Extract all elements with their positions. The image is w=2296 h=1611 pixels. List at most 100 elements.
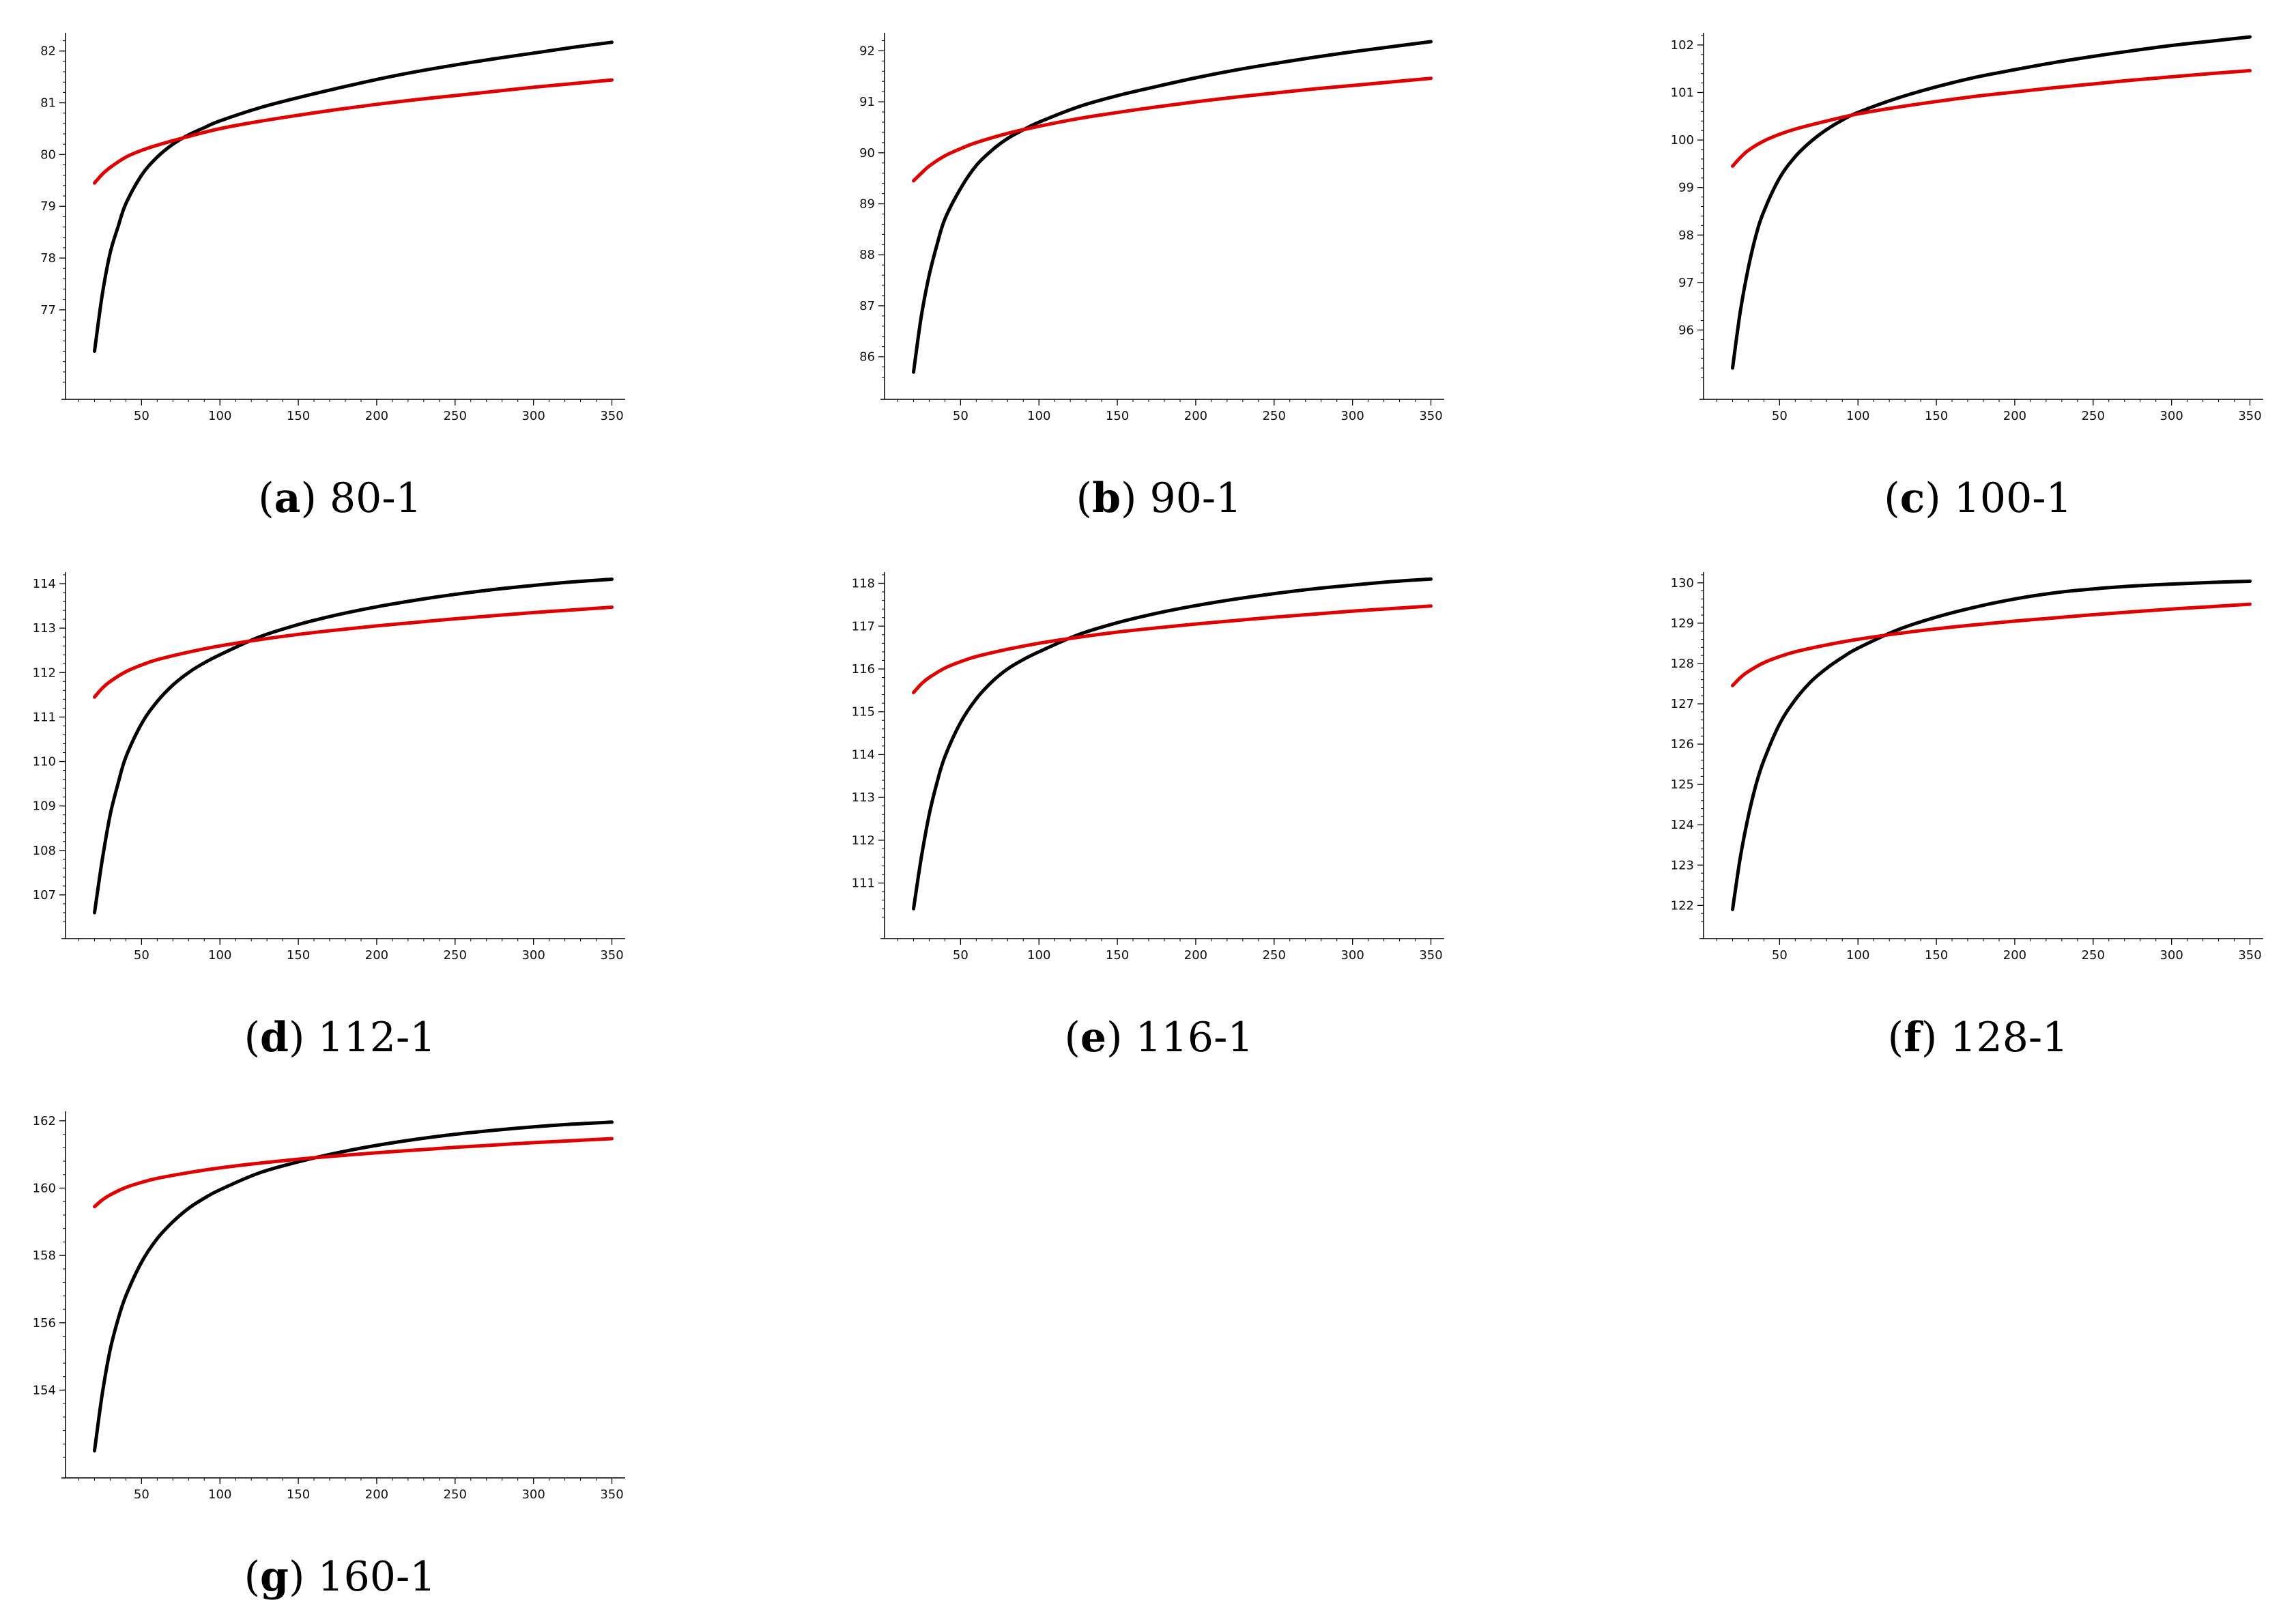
y-tick-label: 154 [33,1383,56,1397]
x-tick-label: 300 [521,1487,545,1502]
chart-panel-g: 50 100 150 200 250 300 350 154 156 158 160 162 (g) 1… [33,1106,647,1611]
y-tick-label: 112 [33,666,56,680]
y-tick-label: 100 [1671,133,1694,147]
y-tick-label: 102 [1671,38,1694,53]
subfigure-caption: (d) 112-1 [60,1014,620,1061]
y-tick-label: 118 [852,577,875,591]
chart-panel-e: 50 100 150 200 250 300 350 111 112 113 114 115 116 11… [852,567,1466,1072]
y-tick-label: 98 [1678,228,1694,242]
caption-letter: a [274,474,301,522]
caption-paren: ) [1106,1014,1136,1061]
x-tick-label: 250 [444,948,467,963]
subfigure-caption: (g) 160-1 [60,1553,620,1601]
chart-svg-b: 50 100 150 200 250 300 350 86 87 88 89 90 91 92 [859,33,1444,423]
y-tick-label: 99 [1678,181,1694,195]
x-tick-label: 100 [1027,948,1050,963]
x-tick-label: 100 [1027,409,1050,423]
y-tick-label: 123 [1671,858,1694,872]
y-tick-label: 162 [33,1114,56,1128]
x-tick-label: 250 [444,1487,467,1502]
y-tick-label: 90 [859,146,875,160]
series-line-black [93,578,614,915]
x-tick-label: 50 [134,948,149,963]
y-tick-label: 110 [33,755,56,769]
x-tick-label: 350 [600,1487,623,1502]
chart-svg-c: 50 100 150 200 250 300 350 96 97 98 99 100 101 102 [1671,33,2263,423]
x-tick-label: 50 [1772,409,1788,423]
x-tick-label: 150 [287,948,310,963]
caption-paren: ( [258,474,274,522]
subfigure-caption: (b) 90-1 [879,474,1439,522]
series-line-red [93,78,614,185]
x-tick-label: 150 [1106,948,1129,963]
series-line-red [912,76,1433,183]
y-tick-label: 81 [40,96,56,111]
x-tick-label: 300 [521,948,545,963]
y-tick-label: 128 [1671,657,1694,671]
y-tick-label: 101 [1671,86,1694,100]
x-tick-label: 250 [444,409,467,423]
y-tick-label: 113 [852,790,875,805]
caption-letter: d [260,1014,289,1061]
y-tick-label: 91 [859,95,875,109]
series-line-black [1731,580,2252,911]
caption-paren: ( [1884,474,1900,522]
x-tick-label: 150 [287,1487,310,1502]
caption-paren: ) [1121,474,1150,522]
y-tick-label: 89 [859,197,875,212]
x-tick-label: 100 [1846,409,1869,423]
y-tick-label: 122 [1671,898,1694,913]
y-tick-label: 88 [859,248,875,262]
x-tick-label: 100 [208,948,231,963]
subfigure-caption: (a) 80-1 [60,474,620,522]
x-tick-label: 150 [1925,409,1948,423]
x-tick-label: 300 [2159,409,2183,423]
x-tick-label: 200 [2003,409,2026,423]
y-tick-label: 116 [852,662,875,676]
caption-paren: ( [244,1553,260,1601]
x-tick-label: 50 [953,409,968,423]
caption-text: 128-1 [1950,1014,2069,1061]
x-tick-label: 350 [600,409,623,423]
x-tick-label: 50 [134,409,149,423]
y-tick-label: 158 [33,1249,56,1263]
x-tick-label: 350 [1419,409,1442,423]
y-tick-label: 125 [1671,778,1694,792]
y-tick-label: 109 [33,799,56,814]
y-tick-label: 113 [33,621,56,636]
subfigure-caption: (e) 116-1 [879,1014,1439,1061]
y-tick-label: 108 [33,844,56,858]
x-tick-label: 250 [1263,409,1286,423]
series-line-black [93,40,614,353]
x-tick-label: 250 [2082,948,2105,963]
y-tick-label: 156 [33,1316,56,1330]
x-tick-label: 50 [1772,948,1788,963]
x-tick-label: 200 [1184,409,1207,423]
chart-panel-d: 50 100 150 200 250 300 350 107 108 109 110 111 112 11… [33,567,647,1072]
y-tick-label: 82 [40,44,56,59]
chart-svg-a: 50 100 150 200 250 300 350 77 78 79 80 81 82 [40,33,625,423]
y-tick-label: 129 [1671,616,1694,631]
y-tick-label: 115 [852,705,875,719]
y-tick-label: 78 [40,251,56,266]
caption-text: 116-1 [1135,1014,1254,1061]
caption-paren: ( [244,1014,260,1061]
y-tick-label: 124 [1671,818,1694,832]
y-tick-label: 92 [859,44,875,58]
x-tick-label: 300 [521,409,545,423]
y-tick-label: 97 [1678,276,1694,290]
caption-paren: ) [288,1014,318,1061]
chart-svg-f: 50 100 150 200 250 300 350 122 123 124 125 126 127 12… [1671,572,2263,963]
caption-text: 160-1 [317,1553,436,1601]
x-tick-label: 100 [208,1487,231,1502]
x-tick-label: 350 [2238,409,2261,423]
series-line-black [93,1120,614,1453]
y-tick-label: 79 [40,199,56,214]
x-tick-label: 200 [2003,948,2026,963]
caption-paren: ) [1925,474,1954,522]
caption-letter: c [1899,474,1925,522]
y-tick-label: 80 [40,147,56,162]
caption-letter: e [1080,1014,1107,1061]
x-tick-label: 350 [1419,948,1442,963]
